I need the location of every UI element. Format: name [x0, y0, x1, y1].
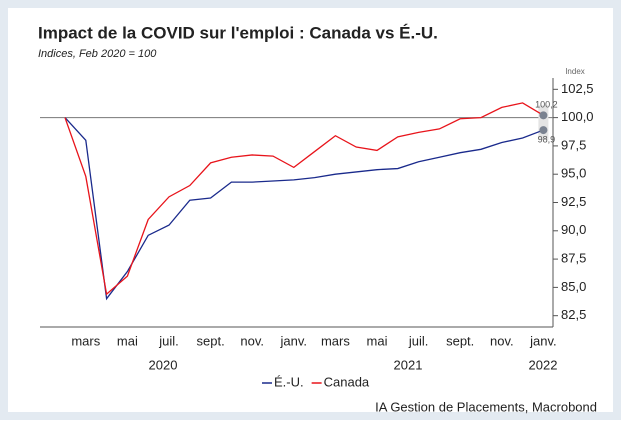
- y-tick-label: 90,0: [561, 222, 586, 237]
- y-tick-label: 100,0: [561, 109, 594, 124]
- x-tick-label: juil.: [158, 333, 179, 348]
- y-tick-label: 87,5: [561, 251, 586, 266]
- series-line: [64, 102, 544, 296]
- x-tick-label: sept.: [197, 333, 225, 348]
- year-label: 2021: [394, 357, 423, 372]
- x-tick-label: mai: [117, 333, 138, 348]
- end-marker: [539, 126, 548, 135]
- x-tick-label: mars: [321, 333, 350, 348]
- x-tick-label: janv.: [529, 333, 557, 348]
- y-axis-label: Index: [565, 67, 585, 76]
- year-label: 2022: [529, 357, 558, 372]
- end-marker: [539, 111, 548, 120]
- legend-label: É.-U.: [274, 374, 304, 389]
- end-band: [538, 105, 549, 141]
- panel: [8, 8, 613, 412]
- y-tick-label: 92,5: [561, 194, 586, 209]
- chart-subtitle: Indices, Feb 2020 = 100: [38, 48, 157, 60]
- series-line: [64, 117, 544, 301]
- x-tick-label: juil.: [408, 333, 429, 348]
- annotation: 98,9: [538, 134, 556, 144]
- chart-title: Impact de la COVID sur l'emploi : Canada…: [38, 23, 438, 42]
- x-tick-label: nov.: [240, 333, 264, 348]
- x-tick-label: mai: [367, 333, 388, 348]
- y-tick-label: 97,5: [561, 137, 586, 152]
- y-tick-label: 82,5: [561, 307, 586, 322]
- source: IA Gestion de Placements, Macrobond: [375, 399, 597, 414]
- y-tick-label: 95,0: [561, 166, 586, 181]
- x-tick-label: sept.: [446, 333, 474, 348]
- x-tick-label: nov.: [490, 333, 514, 348]
- y-tick-label: 85,0: [561, 279, 586, 294]
- annotation: 100,2: [535, 100, 558, 110]
- year-label: 2020: [149, 357, 178, 372]
- x-tick-label: janv.: [280, 333, 308, 348]
- x-tick-label: mars: [71, 333, 100, 348]
- y-tick-label: 102,5: [561, 81, 594, 96]
- legend-label: Canada: [324, 374, 370, 389]
